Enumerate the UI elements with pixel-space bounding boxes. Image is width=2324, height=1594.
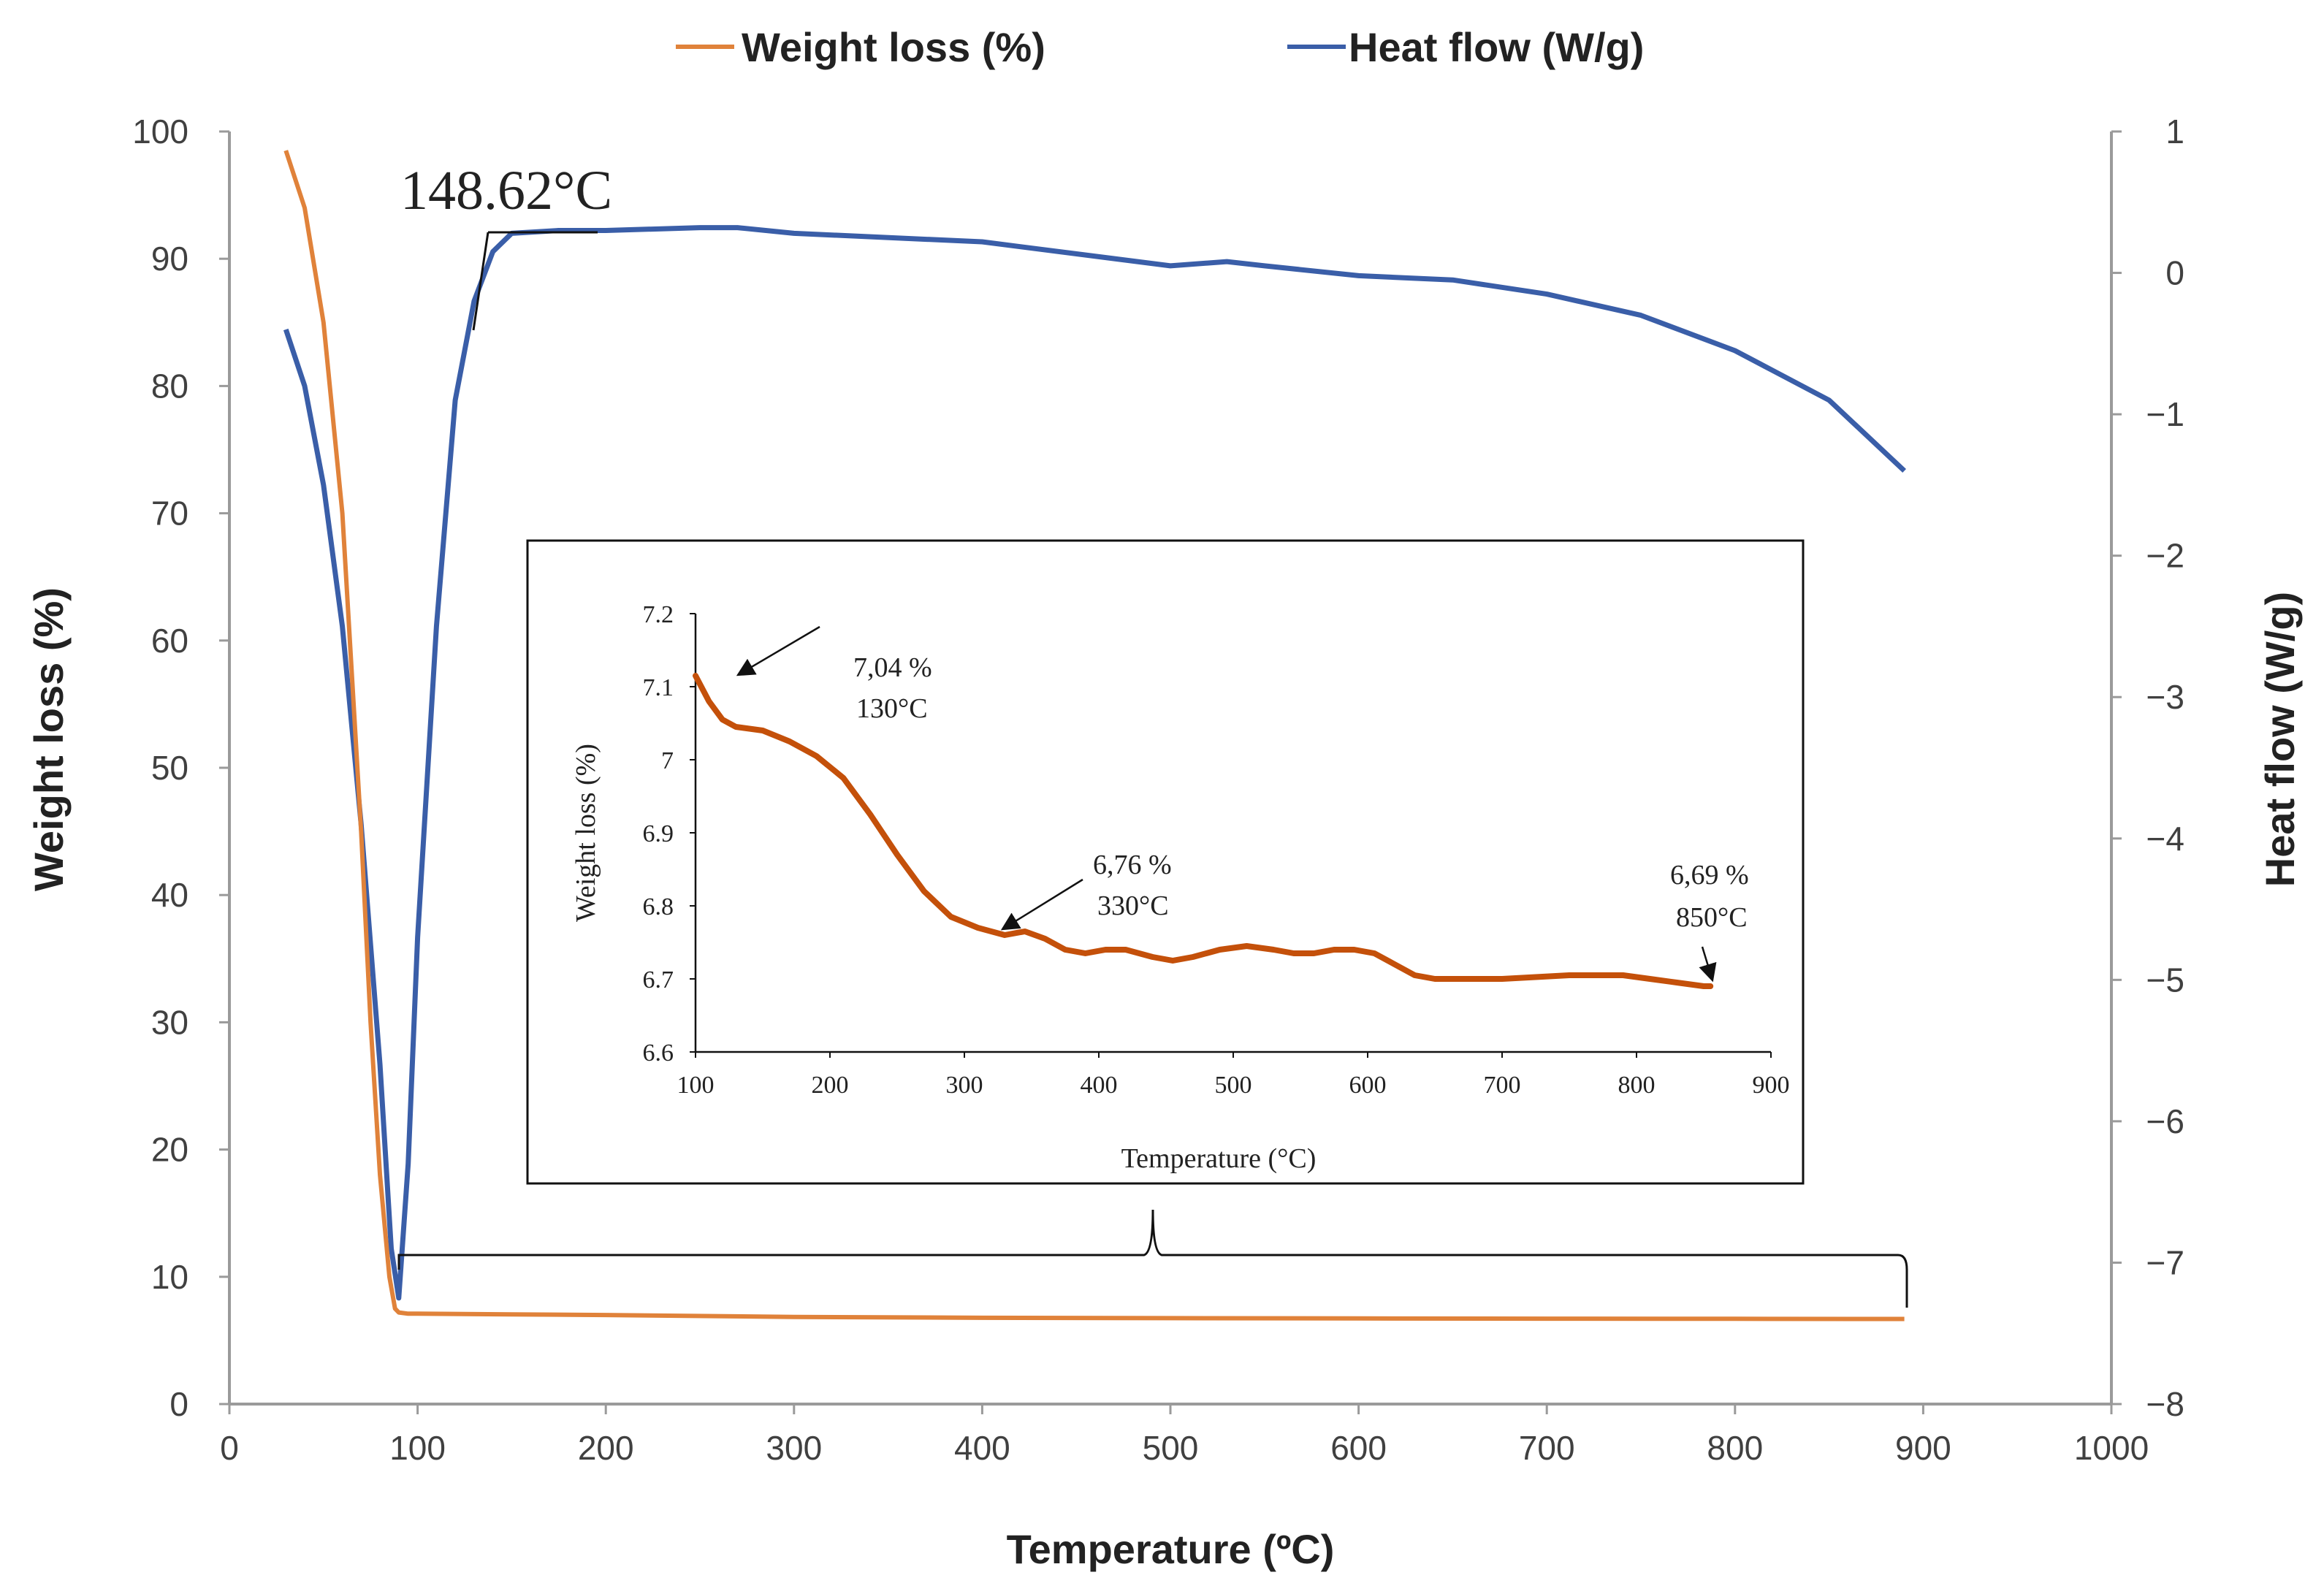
y-tick-label: 30	[151, 1003, 188, 1041]
inset-x-tick-label: 400	[1081, 1072, 1118, 1099]
y2-tick-label: −6	[2146, 1102, 2184, 1140]
onset-temperature-label: 148.62°C	[400, 160, 612, 221]
inset-x-tick-label: 200	[812, 1072, 849, 1099]
y-tick-label: 0	[169, 1385, 188, 1423]
weight-loss-line	[283, 150, 1905, 1322]
inset-frame	[526, 539, 1805, 1185]
inset-chart: 100 200 300 400 500 600 700 800 900 6.6 6.7 6.8 6.9…	[526, 539, 1805, 1185]
y-tick-label: 40	[151, 876, 188, 914]
y2-tick-label: 0	[2165, 254, 2184, 292]
inset-x-tick-label: 100	[677, 1072, 715, 1099]
inset-y-tick-label: 6.8	[643, 893, 674, 920]
legend: Weight loss (%) Heat flow (W/g)	[676, 24, 1644, 70]
x-tick-label: 0	[220, 1429, 239, 1467]
y-tick-label: 90	[151, 240, 188, 278]
y2-tick-label: −7	[2146, 1243, 2184, 1281]
y-tick-label: 60	[151, 622, 188, 660]
y2-tick-label: 1	[2165, 113, 2184, 150]
inset-annotation-850: 6,69 % 850°C	[1670, 860, 1749, 983]
zoom-range-brace	[397, 1209, 1908, 1308]
inset-x-tick-label: 500	[1215, 1072, 1252, 1099]
y2-tick-label: −3	[2146, 678, 2184, 716]
onset-tangent-line	[472, 232, 489, 331]
annotation-value: 6,69 %	[1670, 860, 1749, 891]
annotation-arrow	[1699, 946, 1717, 983]
y-tick-label: 100	[132, 113, 188, 150]
inset-x-axis-title: Temperature (°C)	[1121, 1143, 1317, 1174]
y2-tick-label: −5	[2146, 961, 2184, 999]
y-tick-label: 70	[151, 495, 188, 533]
left-y-axis-title: Weight loss (%)	[26, 587, 72, 891]
x-tick-label: 400	[954, 1429, 1010, 1467]
y-tick-label: 10	[151, 1258, 188, 1296]
y2-tick-label: −1	[2146, 395, 2184, 433]
inset-y-tick-labels: 6.6 6.7 6.8 6.9 7 7.1 7.2	[643, 601, 696, 1067]
x-tick-label: 900	[1895, 1429, 1951, 1467]
annotation-value: 6,76 %	[1093, 850, 1172, 880]
y-tick-label: 80	[151, 367, 188, 405]
x-tick-label: 500	[1143, 1429, 1199, 1467]
x-tick-label: 100	[389, 1429, 446, 1467]
inset-y-tick-label: 7.1	[643, 674, 674, 701]
annotation-arrow	[736, 625, 820, 676]
inset-y-axis-title: Weight loss (%)	[571, 744, 601, 922]
inset-x-tick-label: 900	[1753, 1072, 1790, 1099]
right-y-axis-title: Heat flow (W/g)	[2257, 592, 2303, 887]
annotation-temperature: 130°C	[856, 693, 928, 724]
legend-label-heat-flow: Heat flow (W/g)	[1349, 24, 1644, 70]
y-tick-label: 50	[151, 749, 188, 787]
legend-label-weight-loss: Weight loss (%)	[742, 24, 1045, 70]
main-axes: 0 100 200 300 400 500 600 700 800 900 1000 0102030…	[26, 113, 2303, 1572]
x-tick-label: 1000	[2074, 1429, 2149, 1467]
annotation-temperature: 850°C	[1676, 902, 1748, 933]
x-tick-label: 800	[1707, 1429, 1763, 1467]
x-tick-labels: 0 100 200 300 400 500 600 700 800 900 1000	[220, 1404, 2149, 1467]
inset-annotation-130: 7,04 % 130°C	[736, 625, 932, 724]
y2-tick-label: −8	[2146, 1385, 2184, 1423]
inset-x-tick-label: 300	[946, 1072, 983, 1099]
x-tick-label: 600	[1330, 1429, 1387, 1467]
inset-y-tick-label: 6.7	[643, 966, 674, 994]
y2-tick-label: −2	[2146, 537, 2184, 575]
inset-x-tick-label: 600	[1349, 1072, 1387, 1099]
inset-y-tick-label: 6.9	[643, 820, 674, 847]
inset-y-tick-label: 6.6	[643, 1040, 674, 1067]
inset-y-tick-label: 7	[661, 747, 674, 774]
inset-weight-loss-line	[693, 673, 1714, 989]
inset-x-tick-label: 700	[1484, 1072, 1521, 1099]
x-tick-label: 300	[766, 1429, 822, 1467]
x-tick-label: 700	[1519, 1429, 1575, 1467]
y2-tick-label: −4	[2146, 820, 2184, 858]
inset-x-tick-label: 800	[1618, 1072, 1656, 1099]
x-axis-title: Temperature (ºC)	[1007, 1526, 1335, 1572]
right-y-tick-labels: −8 −7 −6 −5 −4 −3 −2 −1 0 1	[2111, 113, 2184, 1423]
onset-annotation: 148.62°C	[400, 160, 612, 331]
y-tick-label: 20	[151, 1131, 188, 1169]
annotation-temperature: 330°C	[1097, 891, 1169, 921]
annotation-value: 7,04 %	[853, 652, 932, 683]
inset-y-tick-label: 7.2	[643, 601, 674, 628]
x-tick-label: 200	[578, 1429, 634, 1467]
left-y-tick-labels: 0 10 20 30 40 50 60 70 80 90 100	[132, 113, 229, 1423]
inset-x-tick-labels: 100 200 300 400 500 600 700 800 900	[677, 1052, 1790, 1099]
inset-annotation-330: 6,76 % 330°C	[1000, 850, 1172, 931]
annotation-arrow	[1000, 878, 1083, 931]
heat-flow-line	[283, 225, 1906, 1301]
